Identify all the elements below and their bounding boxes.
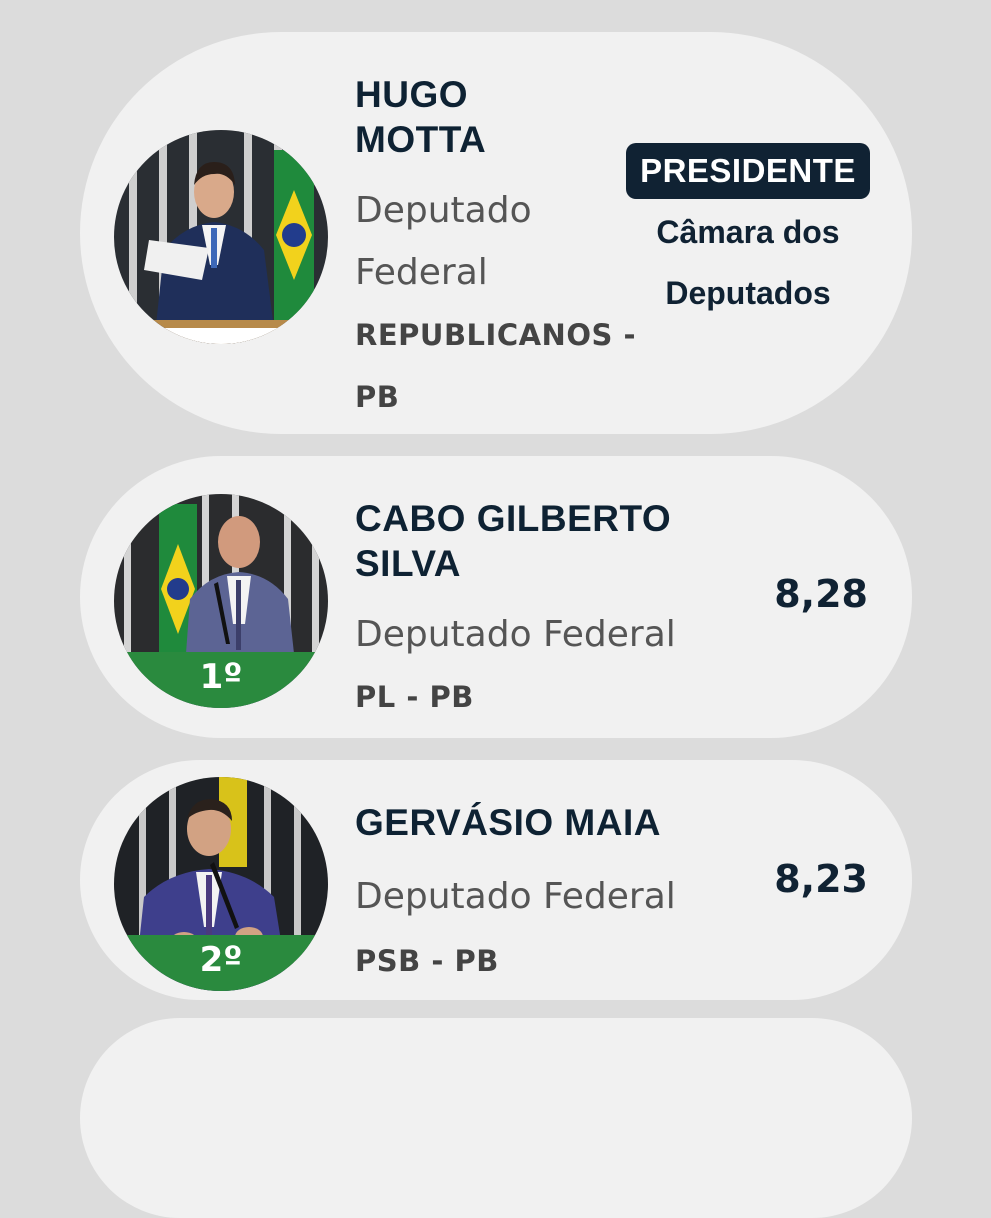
rank-badge: 2º bbox=[114, 935, 328, 991]
score-value: 8,23 bbox=[774, 857, 868, 901]
deputy-name: CABO GILBERTO SILVA bbox=[355, 498, 672, 584]
rank-badge: 1º bbox=[114, 652, 328, 708]
house-label: Câmara dos Deputados bbox=[656, 214, 840, 311]
deputy-photo: 1º bbox=[114, 494, 328, 708]
deputy-party: PSB - PB bbox=[355, 944, 499, 978]
president-badge: PRESIDENTE bbox=[626, 143, 870, 199]
deputy-card-hugo-motta[interactable]: HUGO MOTTA Deputado Federal REPUBLICANOS… bbox=[80, 32, 912, 434]
deputy-card-gervasio-maia[interactable]: 2º GERVÁSIO MAIA Deputado Federal PSB - … bbox=[80, 760, 912, 1000]
deputy-photo bbox=[114, 130, 328, 344]
deputy-role: Deputado Federal bbox=[355, 190, 532, 293]
deputy-party: PL - PB bbox=[355, 680, 474, 714]
deputy-name: HUGO MOTTA bbox=[355, 74, 487, 160]
deputy-card-next[interactable] bbox=[80, 1018, 912, 1218]
deputy-name: GERVÁSIO MAIA bbox=[355, 802, 661, 843]
deputy-photo: 2º bbox=[114, 777, 328, 991]
deputy-card-cabo-gilberto-silva[interactable]: 1º CABO GILBERTO SILVA Deputado Federal … bbox=[80, 456, 912, 738]
deputy-role: Deputado Federal bbox=[355, 876, 676, 917]
deputy-party: REPUBLICANOS - PB bbox=[355, 318, 636, 414]
score-value: 8,28 bbox=[774, 572, 868, 616]
deputy-role: Deputado Federal bbox=[355, 614, 676, 655]
